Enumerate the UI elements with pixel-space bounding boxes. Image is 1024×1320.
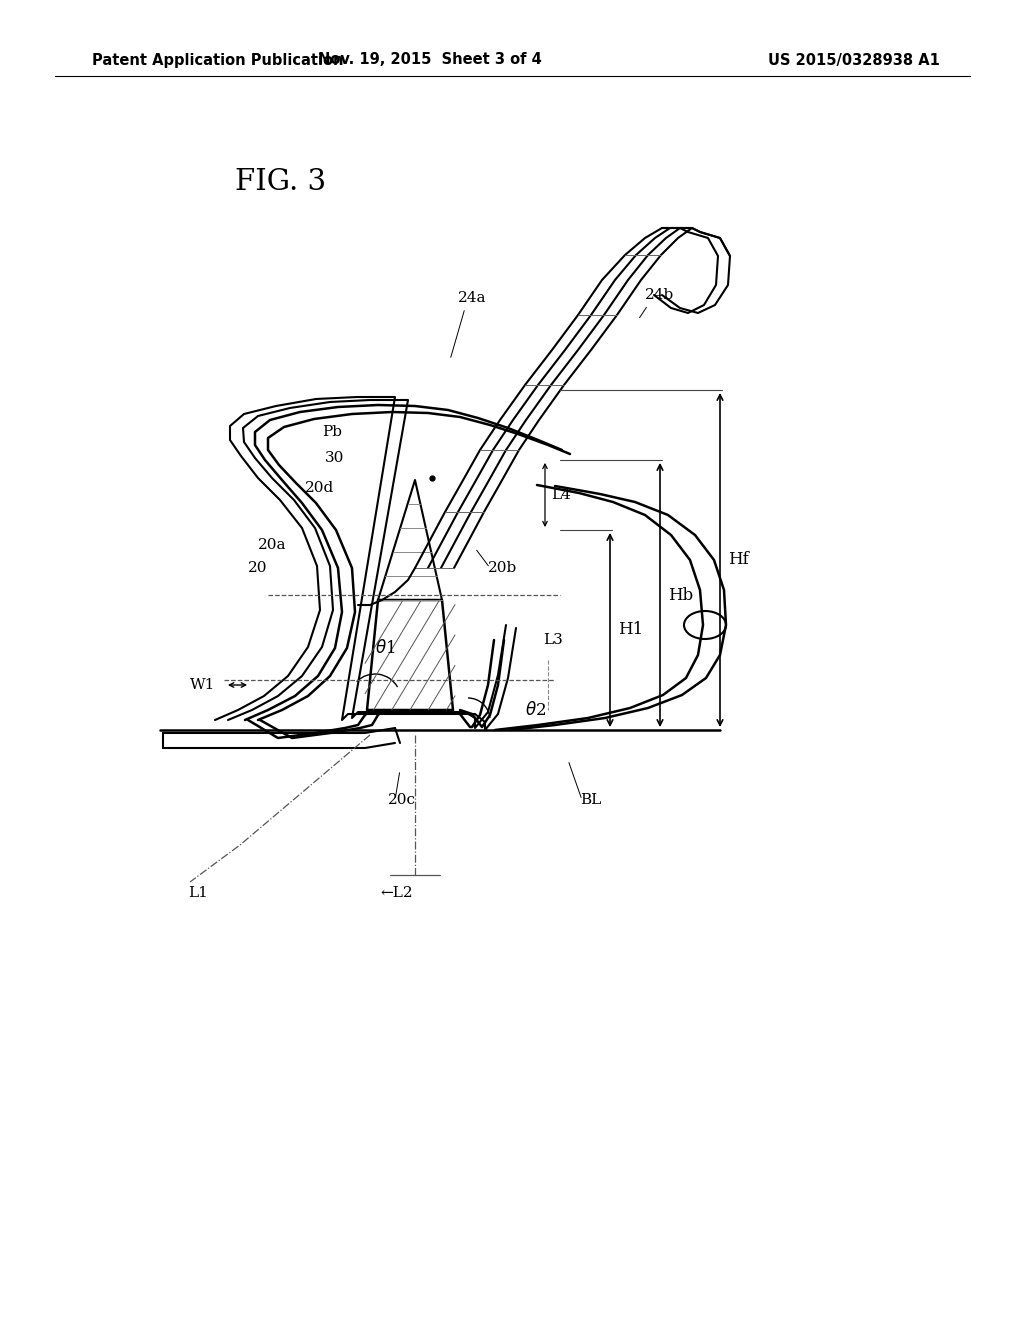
Text: 24a: 24a bbox=[458, 290, 486, 305]
Text: 20a: 20a bbox=[258, 539, 287, 552]
Text: 20d: 20d bbox=[305, 480, 334, 495]
Text: FIG. 3: FIG. 3 bbox=[234, 168, 326, 195]
Text: L3: L3 bbox=[543, 634, 563, 647]
Text: Patent Application Publication: Patent Application Publication bbox=[92, 53, 343, 67]
Text: 30: 30 bbox=[325, 451, 344, 465]
Text: Hf: Hf bbox=[728, 552, 749, 569]
Text: Hb: Hb bbox=[668, 586, 693, 603]
Text: $\theta$1: $\theta$1 bbox=[375, 639, 395, 657]
Text: 24b: 24b bbox=[645, 288, 674, 302]
Text: ←L2: ←L2 bbox=[380, 886, 413, 900]
Text: BL: BL bbox=[580, 793, 601, 807]
Text: 20c: 20c bbox=[388, 793, 416, 807]
Text: L4: L4 bbox=[551, 488, 570, 502]
Text: $\theta$2: $\theta$2 bbox=[525, 701, 546, 719]
Text: US 2015/0328938 A1: US 2015/0328938 A1 bbox=[768, 53, 940, 67]
Text: W1: W1 bbox=[189, 678, 215, 692]
Text: L1: L1 bbox=[188, 886, 208, 900]
Text: Pb: Pb bbox=[322, 425, 342, 440]
Text: 20b: 20b bbox=[488, 561, 517, 576]
Text: 20: 20 bbox=[248, 561, 267, 576]
Text: Nov. 19, 2015  Sheet 3 of 4: Nov. 19, 2015 Sheet 3 of 4 bbox=[318, 53, 542, 67]
Text: H1: H1 bbox=[618, 622, 643, 639]
